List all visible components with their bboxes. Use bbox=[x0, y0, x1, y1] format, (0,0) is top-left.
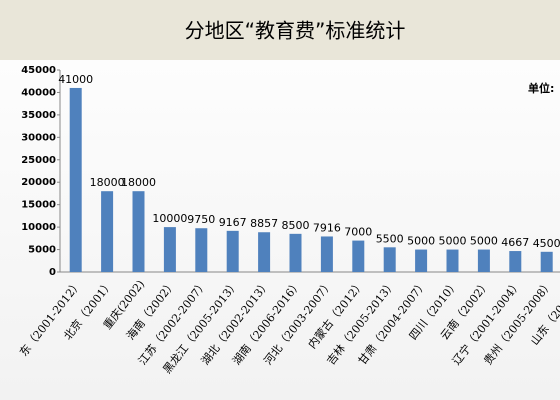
bar bbox=[509, 251, 522, 272]
y-tick-label: 15000 bbox=[21, 200, 56, 211]
y-tick-label: 5000 bbox=[28, 245, 56, 256]
value-label: 8500 bbox=[282, 219, 310, 232]
title-band bbox=[0, 0, 560, 60]
bar bbox=[195, 228, 208, 272]
y-tick-label: 25000 bbox=[21, 155, 56, 166]
value-label: 5000 bbox=[439, 235, 467, 248]
unit-label: 单位: bbox=[528, 81, 554, 95]
bar bbox=[477, 249, 490, 272]
value-label: 9750 bbox=[187, 213, 215, 226]
chart-title: 分地区“教育费”标准统计 bbox=[185, 19, 406, 43]
value-label: 5000 bbox=[407, 235, 435, 248]
bar bbox=[69, 87, 82, 272]
y-tick-label: 35000 bbox=[21, 110, 56, 121]
y-tick-label: 30000 bbox=[21, 132, 56, 143]
value-label: 4500 bbox=[533, 237, 560, 250]
bar bbox=[289, 233, 302, 272]
bar bbox=[163, 227, 176, 272]
value-label: 5000 bbox=[470, 235, 498, 248]
bar bbox=[352, 240, 365, 272]
value-label: 18000 bbox=[121, 176, 156, 189]
value-label: 7000 bbox=[344, 226, 372, 239]
bar bbox=[320, 236, 333, 272]
y-tick-label: 10000 bbox=[21, 222, 56, 233]
value-label: 10000 bbox=[152, 212, 187, 225]
bar bbox=[383, 247, 396, 272]
value-label: 7916 bbox=[313, 221, 341, 234]
value-label: 4667 bbox=[501, 236, 529, 249]
y-tick-label: 0 bbox=[49, 267, 56, 278]
bar bbox=[101, 191, 114, 272]
bar bbox=[226, 230, 239, 272]
bar bbox=[446, 249, 459, 272]
value-label: 5500 bbox=[376, 232, 404, 245]
y-tick-label: 20000 bbox=[21, 177, 56, 188]
y-tick-label: 40000 bbox=[21, 87, 56, 98]
value-label: 9167 bbox=[219, 216, 247, 229]
bar bbox=[415, 249, 428, 272]
y-tick-label: 45000 bbox=[21, 65, 56, 76]
value-label: 41000 bbox=[58, 73, 93, 86]
bar bbox=[258, 232, 271, 272]
value-label: 18000 bbox=[90, 176, 125, 189]
value-label: 8857 bbox=[250, 217, 278, 230]
bar bbox=[540, 251, 553, 272]
bar bbox=[132, 191, 145, 272]
